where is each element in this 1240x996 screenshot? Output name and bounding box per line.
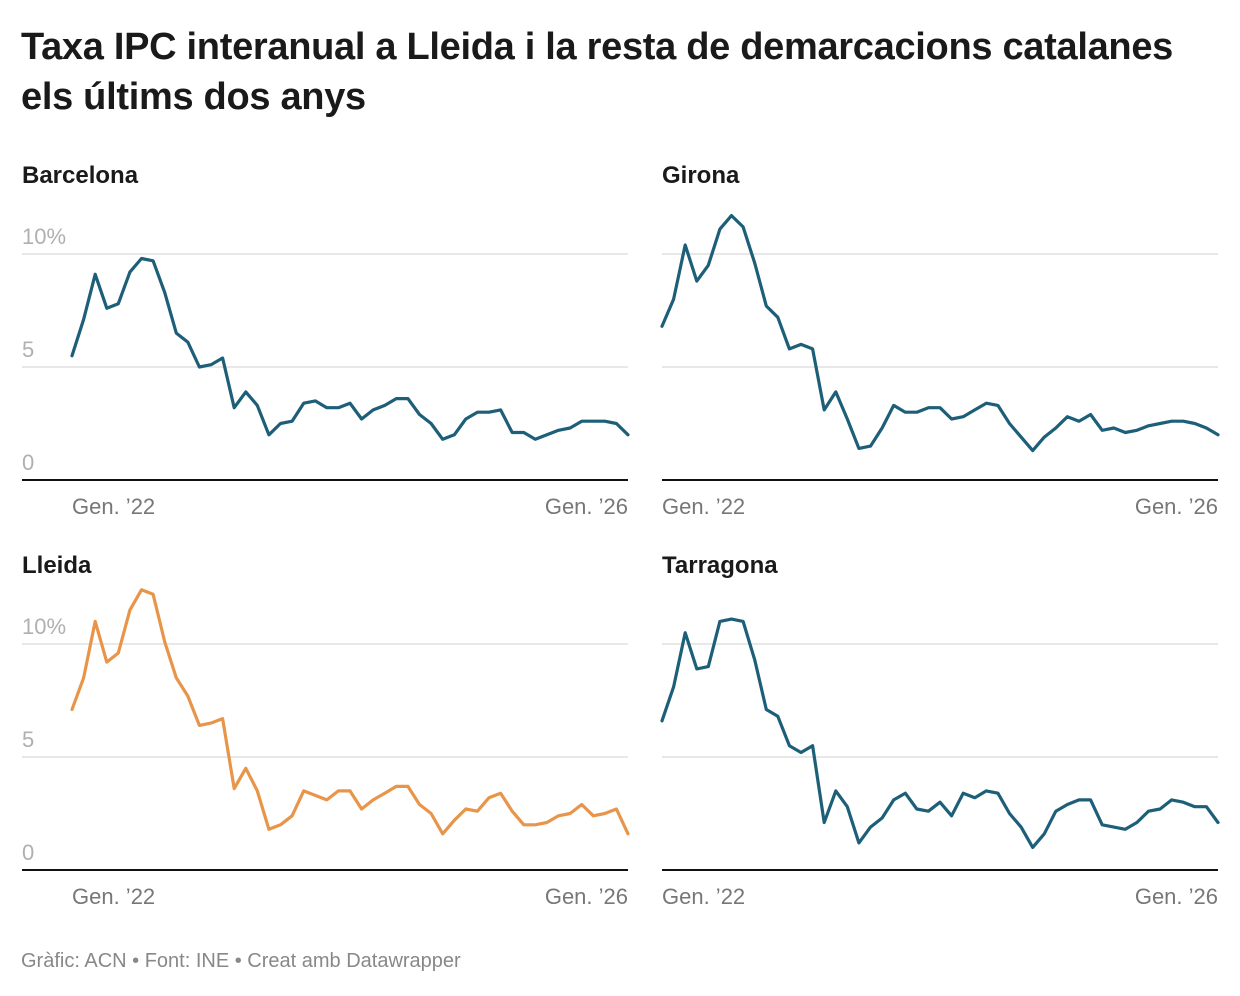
x-tick-label: Gen. ’26 xyxy=(1135,494,1218,519)
source-note: Gràfic: ACN • Font: INE • Creat amb Data… xyxy=(21,950,461,972)
x-tick-label: Gen. ’22 xyxy=(72,494,155,519)
panel-barcelona: Barcelona 0 5 10% Gen. ’22 Gen. ’26 xyxy=(22,162,630,519)
y-tick-label: 5 xyxy=(22,727,34,752)
series-line xyxy=(660,214,1220,453)
x-tick-label: Gen. ’26 xyxy=(545,494,628,519)
panel-title: Girona xyxy=(662,162,740,189)
x-tick-label: Gen. ’22 xyxy=(662,494,745,519)
x-tick-label: Gen. ’26 xyxy=(545,884,628,909)
panel-girona: Girona Gen. ’22 Gen. ’26 xyxy=(660,162,1220,519)
y-tick-label: 0 xyxy=(22,450,34,475)
panel-title: Tarragona xyxy=(662,552,778,579)
panel-lleida: Lleida 0 5 10% Gen. ’22 Gen. ’26 xyxy=(22,552,630,909)
panel-title: Barcelona xyxy=(22,162,139,189)
y-tick-label: 10% xyxy=(22,614,66,639)
x-tick-label: Gen. ’22 xyxy=(662,884,745,909)
series-line xyxy=(660,617,1220,850)
x-tick-label: Gen. ’22 xyxy=(72,884,155,909)
y-tick-label: 5 xyxy=(22,337,34,362)
x-tick-label: Gen. ’26 xyxy=(1135,884,1218,909)
panel-title: Lleida xyxy=(22,552,92,579)
chart-title: Taxa IPC interanual a Lleida i la resta … xyxy=(21,26,1173,118)
series-line xyxy=(70,256,630,441)
y-tick-label: 10% xyxy=(22,224,66,249)
series-line xyxy=(70,588,630,836)
panel-tarragona: Tarragona Gen. ’22 Gen. ’26 xyxy=(660,552,1220,909)
y-tick-label: 0 xyxy=(22,840,34,865)
